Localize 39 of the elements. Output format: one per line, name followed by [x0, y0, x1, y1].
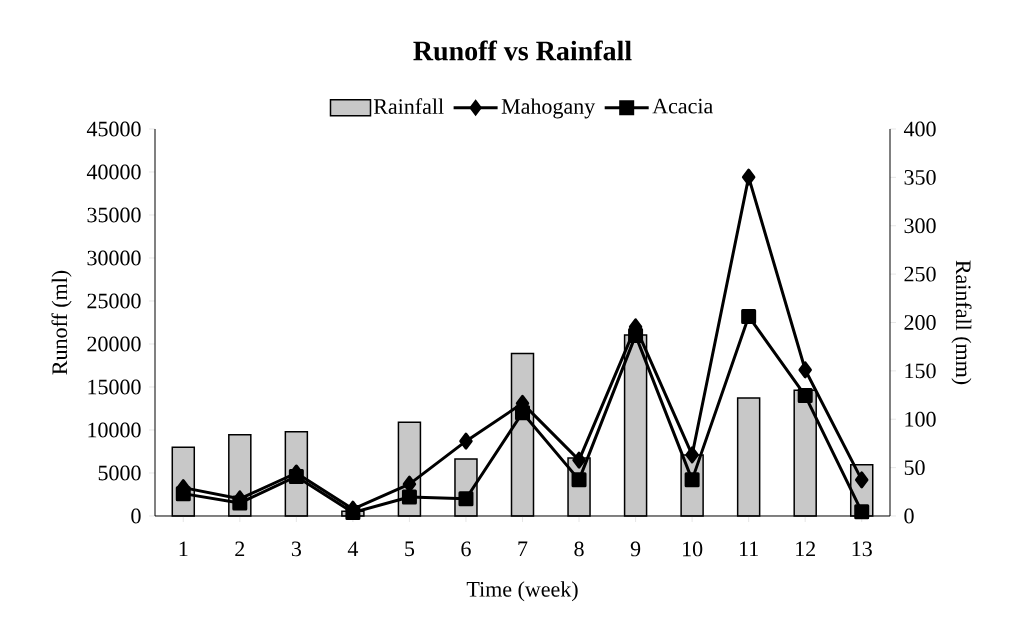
x-tick-label: 7 [518, 541, 528, 556]
y2-tick-label: 100 [905, 411, 936, 427]
x-tick-label: 3 [291, 541, 301, 557]
x-tick-label: 2 [235, 541, 245, 557]
x-tick-label: 6 [461, 541, 471, 557]
x-tick-label: 9 [630, 541, 641, 557]
chart-title: Runoff vs Rainfall [413, 40, 632, 61]
x-tick-label: 13 [852, 541, 872, 557]
x-tick-label: 1 [179, 541, 188, 557]
y-tick-label: 25000 [87, 293, 141, 309]
y2-tick-label: 300 [904, 218, 936, 234]
y-tick-label: 10000 [88, 422, 141, 438]
x-tick-label: 4 [347, 541, 359, 556]
y2-axis-title: Rainfall (mm) [951, 260, 972, 385]
y2-tick-label: 350 [904, 169, 936, 185]
x-tick-label: 12 [796, 541, 815, 557]
y-tick-label: 0 [131, 508, 141, 524]
y-tick-label: 35000 [87, 207, 141, 223]
legend-label: Rainfall [373, 98, 444, 114]
y2-tick-label: 250 [904, 266, 936, 282]
x-tick-label: 10 [683, 541, 703, 557]
legend-label: Mahogany [501, 98, 596, 119]
y2-tick-label: 0 [904, 508, 914, 524]
x-tick-label: 5 [405, 541, 415, 557]
x-tick-label: 11 [739, 541, 758, 557]
y-tick-label: 15000 [88, 379, 141, 395]
legend-label: Acacia [652, 98, 713, 114]
y2-tick-label: 150 [905, 363, 936, 379]
y-tick-label: 5000 [98, 465, 141, 481]
y2-tick-label: 200 [904, 315, 936, 330]
x-tick-label: 8 [574, 541, 584, 557]
y2-tick-label: 50 [904, 460, 925, 476]
y-tick-label: 40000 [86, 164, 141, 180]
y-tick-label: 45000 [86, 121, 141, 137]
y-tick-label: 20000 [87, 336, 141, 352]
y-axis-title: Runoff (ml) [51, 270, 72, 375]
y-tick-label: 30000 [87, 250, 141, 266]
y2-tick-label: 400 [903, 121, 936, 137]
x-axis-title: Time (week) [466, 581, 578, 602]
